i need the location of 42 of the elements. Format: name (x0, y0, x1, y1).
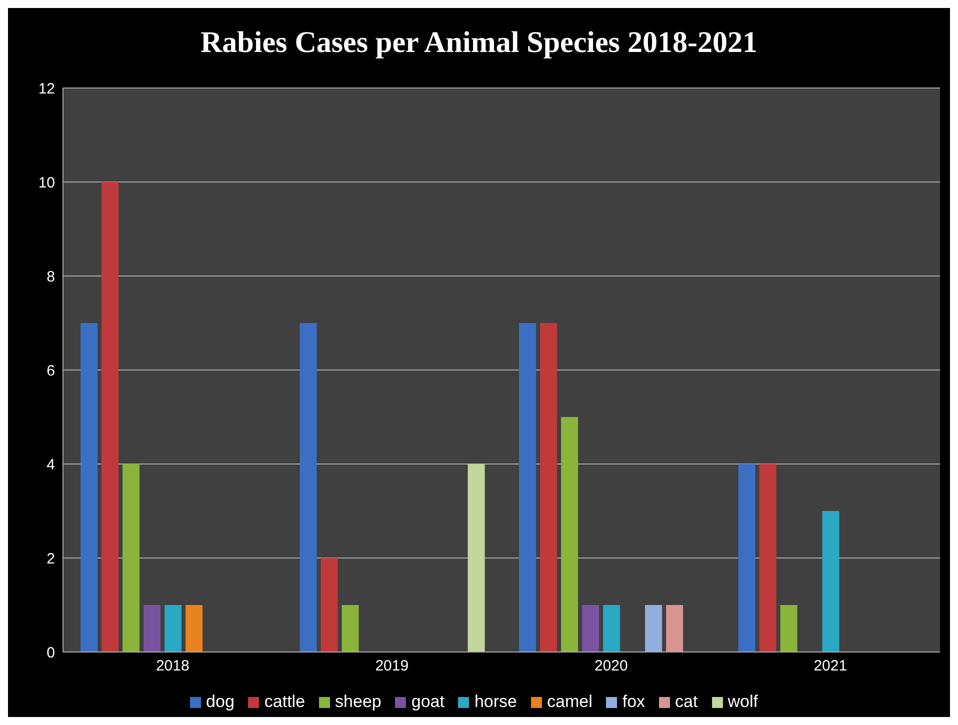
bar (759, 464, 776, 652)
bar (666, 605, 684, 652)
chart-title: Rabies Cases per Animal Species 2018-2021 (200, 25, 758, 61)
legend-label: dog (205, 692, 234, 712)
legend-label: cattle (263, 692, 306, 712)
bar (342, 605, 359, 652)
legend-label: horse (473, 692, 517, 712)
y-tick-label: 2 (46, 550, 55, 568)
bar (540, 323, 558, 652)
legend-label: cat (674, 692, 698, 712)
y-tick-label: 12 (38, 80, 55, 98)
bar (519, 323, 536, 652)
y-tick-label: 8 (46, 268, 55, 286)
bar (561, 417, 578, 652)
bar (738, 464, 756, 652)
y-tick-label: 10 (38, 174, 55, 192)
bar (468, 464, 485, 652)
x-tick-label: 2021 (814, 658, 848, 675)
x-tick-label: 2019 (375, 658, 409, 675)
legend-label: sheep (334, 692, 382, 712)
bar (144, 605, 161, 652)
legend-label: goat (410, 692, 444, 712)
legend-label: camel (546, 692, 592, 712)
x-tick-label: 2020 (594, 658, 628, 675)
bar (320, 558, 338, 652)
bar (300, 323, 317, 652)
y-tick-label: 6 (46, 362, 55, 380)
bar (645, 605, 662, 652)
bar (603, 605, 620, 652)
legend-label: wolf (726, 692, 758, 712)
y-tick-label: 4 (46, 456, 55, 474)
bar (102, 182, 119, 652)
bar (186, 605, 203, 652)
x-tick-label: 2018 (156, 658, 190, 675)
bar (80, 323, 98, 652)
bar (164, 605, 182, 652)
legend-label: fox (621, 692, 646, 712)
bar (822, 511, 840, 652)
bar (122, 464, 140, 652)
y-tick-label: 0 (46, 644, 55, 662)
bar (582, 605, 600, 652)
bar (780, 605, 798, 652)
